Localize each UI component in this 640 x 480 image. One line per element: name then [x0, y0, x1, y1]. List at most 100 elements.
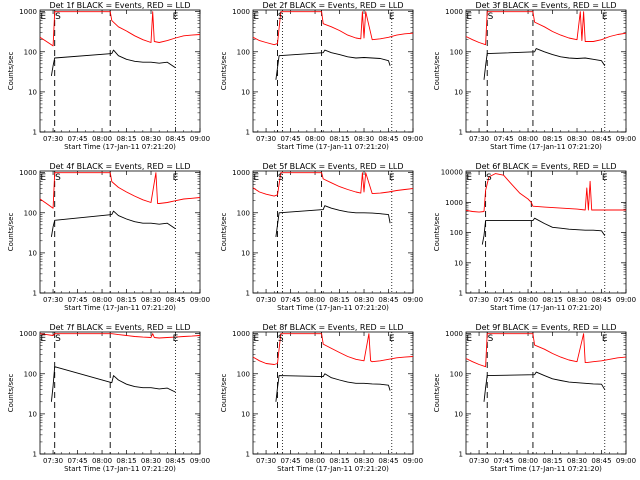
- y-tick-label: 100: [24, 209, 37, 217]
- x-axis-label: Start Time (17-Jan-11 07:21:20): [64, 465, 176, 473]
- x-tick-label: 09:00: [616, 457, 636, 465]
- plot-frame: [465, 170, 627, 294]
- y-tick-label: 100: [237, 48, 250, 56]
- y-axis-label: Counts/sec: [7, 213, 15, 252]
- x-tick-label: 08:00: [92, 296, 112, 304]
- panel-title: Det 2f BLACK = Events, RED = LLD: [262, 1, 403, 10]
- events-series-line: [50, 366, 176, 402]
- y-tick-label: 1: [33, 451, 37, 459]
- x-tick-label: 07:30: [469, 135, 489, 143]
- lld-series-line: [465, 333, 627, 368]
- time-marker-e: E: [602, 12, 608, 22]
- x-tick-label: 09:00: [190, 457, 210, 465]
- y-tick-label: 1: [246, 290, 250, 298]
- x-tick-label: 08:45: [591, 457, 611, 465]
- panel-det-9: Det 9f BLACK = Events, RED = LLD 1 10 100 10…: [433, 323, 636, 473]
- time-marker-e: E: [466, 334, 472, 344]
- time-marker-e: E: [253, 334, 259, 344]
- y-tick-label: 100: [24, 48, 37, 56]
- x-tick-label: 08:00: [92, 457, 112, 465]
- plot-frame: [252, 9, 414, 133]
- x-tick-label: 08:30: [354, 457, 374, 465]
- panel-det-5: Det 5f BLACK = Events, RED = LLD 1 10 100 10…: [220, 162, 423, 312]
- time-marker-s: S: [486, 173, 492, 183]
- x-tick-label: 08:45: [591, 135, 611, 143]
- y-tick-label: 1000: [232, 330, 250, 338]
- events-series-line: [275, 373, 391, 402]
- y-tick-label: 1: [459, 129, 463, 137]
- y-axis-label: Counts/sec: [7, 52, 15, 91]
- x-tick-label: 07:45: [493, 457, 513, 465]
- time-marker-s: S: [55, 12, 61, 22]
- events-series-line: [483, 48, 606, 80]
- y-tick-label: 10: [28, 410, 37, 418]
- y-tick-label: 10: [454, 259, 463, 267]
- lld-series-line: [252, 11, 414, 46]
- x-axis-label: Start Time (17-Jan-11 07:21:20): [490, 143, 602, 151]
- plot-frame: [39, 170, 201, 294]
- plot-frame: [39, 331, 201, 455]
- time-marker-e: E: [253, 12, 259, 22]
- y-tick-label: 1000: [445, 8, 463, 16]
- panel-det-8: Det 8f BLACK = Events, RED = LLD 1 10 100 10…: [220, 323, 423, 473]
- x-axis-label: Start Time (17-Jan-11 07:21:20): [277, 465, 389, 473]
- time-marker-s: S: [278, 173, 284, 183]
- time-marker-e: E: [40, 12, 46, 22]
- x-tick-label: 08:15: [542, 457, 562, 465]
- time-marker-s: S: [278, 12, 284, 22]
- x-tick-label: 08:30: [141, 296, 161, 304]
- x-tick-label: 09:00: [403, 296, 423, 304]
- time-marker-e: E: [602, 173, 608, 183]
- y-tick-label: 1000: [232, 8, 250, 16]
- x-tick-label: 07:45: [280, 296, 300, 304]
- y-tick-label: 10: [241, 88, 250, 96]
- plot-frame: [465, 9, 627, 133]
- x-tick-label: 07:45: [280, 135, 300, 143]
- x-tick-label: 09:00: [616, 296, 636, 304]
- x-tick-label: 08:45: [378, 296, 398, 304]
- time-marker-e: E: [40, 334, 46, 344]
- x-tick-label: 07:30: [256, 296, 276, 304]
- x-tick-label: 08:30: [141, 457, 161, 465]
- y-axis-label: Counts/sec: [433, 52, 441, 91]
- lld-series-line: [465, 11, 627, 46]
- lld-series-line: [465, 173, 626, 213]
- events-series-line: [50, 210, 176, 237]
- events-series-line: [275, 49, 391, 80]
- panel-det-7: Det 7f BLACK = Events, RED = LLD 1 10 100 10…: [7, 323, 210, 473]
- panel-title: Det 5f BLACK = Events, RED = LLD: [262, 162, 403, 171]
- x-tick-label: 07:30: [256, 135, 276, 143]
- x-tick-label: 08:30: [567, 457, 587, 465]
- plot-frame: [39, 9, 201, 133]
- y-axis-label: Counts/sec: [433, 374, 441, 413]
- y-tick-label: 10: [454, 88, 463, 96]
- y-tick-label: 100: [24, 370, 37, 378]
- x-tick-label: 08:00: [518, 457, 538, 465]
- time-marker-s: S: [488, 334, 494, 344]
- x-tick-label: 08:00: [305, 457, 325, 465]
- x-axis-label: Start Time (17-Jan-11 07:21:20): [64, 143, 176, 151]
- time-marker-s: S: [488, 12, 494, 22]
- x-tick-label: 08:45: [591, 296, 611, 304]
- y-tick-label: 10: [241, 410, 250, 418]
- time-marker-e: E: [466, 12, 472, 22]
- x-tick-label: 08:45: [378, 457, 398, 465]
- plot-frame: [465, 331, 627, 455]
- y-tick-label: 10000: [441, 169, 463, 177]
- x-tick-label: 07:45: [67, 296, 87, 304]
- x-tick-label: 08:45: [165, 457, 185, 465]
- x-axis-label: Start Time (17-Jan-11 07:21:20): [277, 304, 389, 312]
- x-tick-label: 08:00: [518, 296, 538, 304]
- x-tick-label: 07:30: [43, 135, 63, 143]
- lld-series-line: [39, 172, 201, 209]
- x-tick-label: 07:30: [256, 457, 276, 465]
- y-tick-label: 100: [450, 370, 463, 378]
- x-tick-label: 09:00: [616, 135, 636, 143]
- x-axis-label: Start Time (17-Jan-11 07:21:20): [490, 304, 602, 312]
- x-tick-label: 07:30: [469, 457, 489, 465]
- plot-frame: [252, 170, 414, 294]
- panel-det-2: Det 2f BLACK = Events, RED = LLD 1 10 100 10…: [220, 1, 423, 151]
- lld-series-line: [39, 11, 201, 47]
- y-axis-label: Counts/sec: [7, 374, 15, 413]
